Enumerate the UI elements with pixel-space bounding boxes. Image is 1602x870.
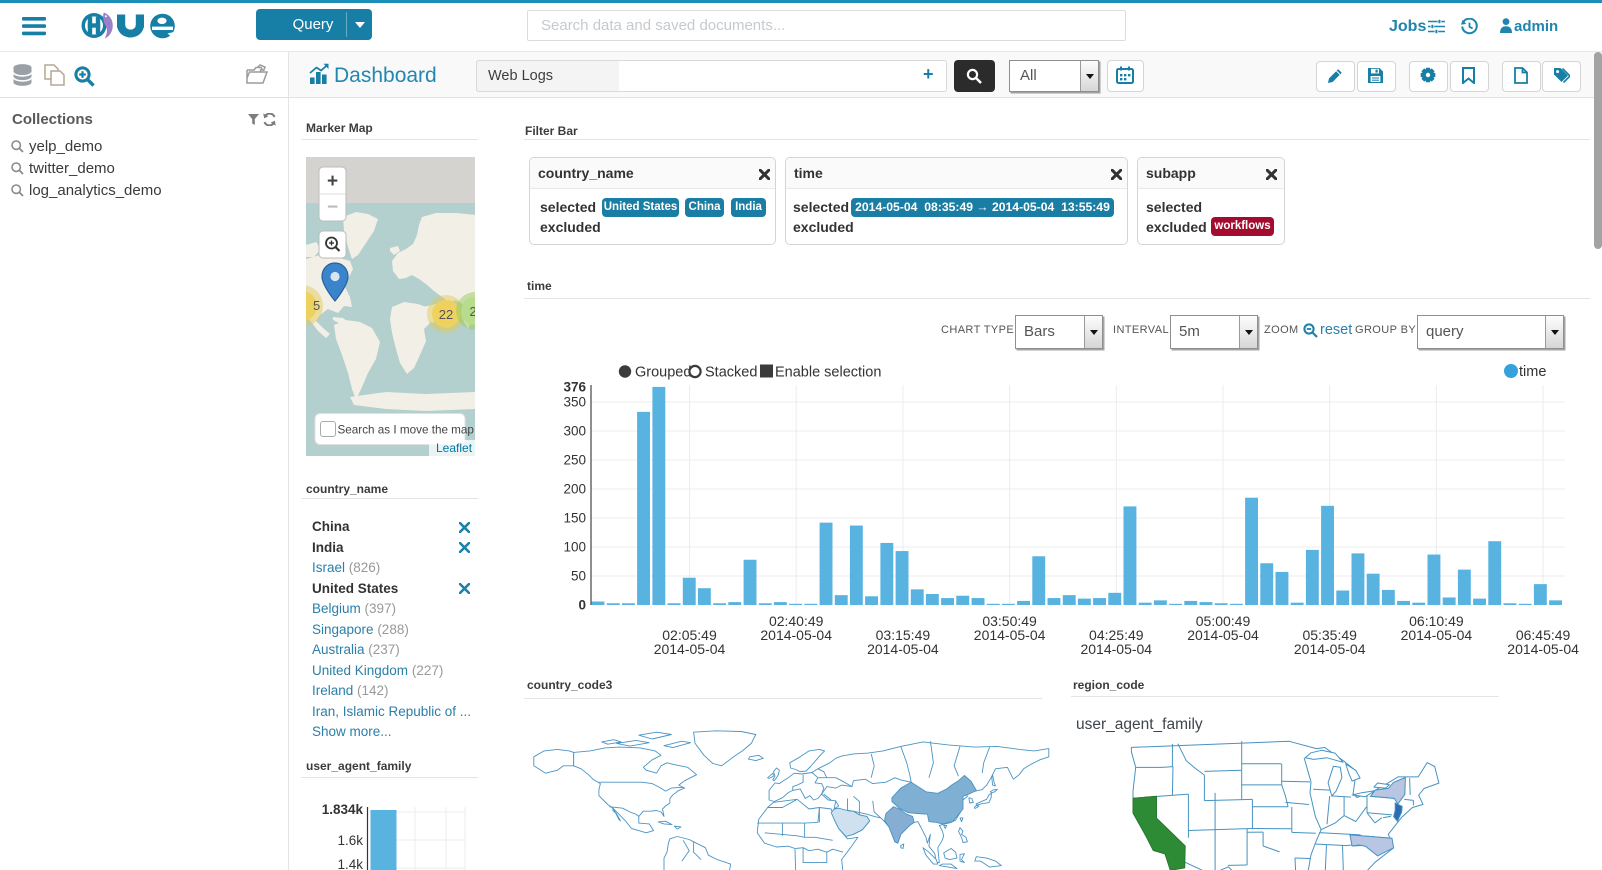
svg-text:100: 100 xyxy=(563,540,586,555)
svg-text:2014-05-04: 2014-05-04 xyxy=(1401,627,1473,643)
svg-text:+: + xyxy=(327,171,338,192)
svg-text:03:15:49: 03:15:49 xyxy=(876,627,931,643)
svg-text:2014-05-04: 2014-05-04 xyxy=(1187,627,1259,643)
svg-text:376: 376 xyxy=(563,380,586,395)
svg-text:150: 150 xyxy=(563,511,586,526)
svg-text:04:25:49: 04:25:49 xyxy=(1089,627,1144,643)
svg-text:05:35:49: 05:35:49 xyxy=(1302,627,1357,643)
svg-text:1.6k: 1.6k xyxy=(337,833,363,848)
svg-text:1.834k: 1.834k xyxy=(322,802,364,817)
svg-text:22: 22 xyxy=(439,307,453,322)
svg-text:time: time xyxy=(1519,364,1546,380)
svg-text:2014-05-04: 2014-05-04 xyxy=(1294,641,1366,657)
svg-text:Grouped: Grouped xyxy=(635,365,691,381)
svg-text:50: 50 xyxy=(571,569,586,584)
svg-text:350: 350 xyxy=(563,395,586,410)
svg-text:06:45:49: 06:45:49 xyxy=(1516,627,1571,643)
svg-text:05:00:49: 05:00:49 xyxy=(1196,613,1251,629)
svg-text:1.4k: 1.4k xyxy=(337,857,363,870)
svg-text:2014-05-04: 2014-05-04 xyxy=(654,641,726,657)
svg-text:2014-05-04: 2014-05-04 xyxy=(867,641,939,657)
svg-text:Stacked: Stacked xyxy=(705,365,757,381)
svg-text:Leaflet: Leaflet xyxy=(436,441,473,455)
svg-text:2014-05-04: 2014-05-04 xyxy=(1507,641,1579,657)
svg-text:02:40:49: 02:40:49 xyxy=(769,613,824,629)
svg-text:0: 0 xyxy=(578,598,586,613)
svg-text:2: 2 xyxy=(470,304,476,319)
svg-text:−: − xyxy=(327,197,338,218)
svg-text:5: 5 xyxy=(313,298,320,313)
svg-text:02:05:49: 02:05:49 xyxy=(662,627,717,643)
svg-text:2014-05-04: 2014-05-04 xyxy=(974,627,1046,643)
svg-text:06:10:49: 06:10:49 xyxy=(1409,613,1464,629)
svg-text:2014-05-04: 2014-05-04 xyxy=(760,627,832,643)
svg-text:Enable selection: Enable selection xyxy=(775,365,881,381)
svg-text:Search as I move the map: Search as I move the map xyxy=(338,424,475,437)
svg-text:300: 300 xyxy=(563,424,586,439)
svg-text:03:50:49: 03:50:49 xyxy=(982,613,1037,629)
svg-text:2014-05-04: 2014-05-04 xyxy=(1080,641,1152,657)
svg-text:250: 250 xyxy=(563,453,586,468)
svg-text:200: 200 xyxy=(563,482,586,497)
